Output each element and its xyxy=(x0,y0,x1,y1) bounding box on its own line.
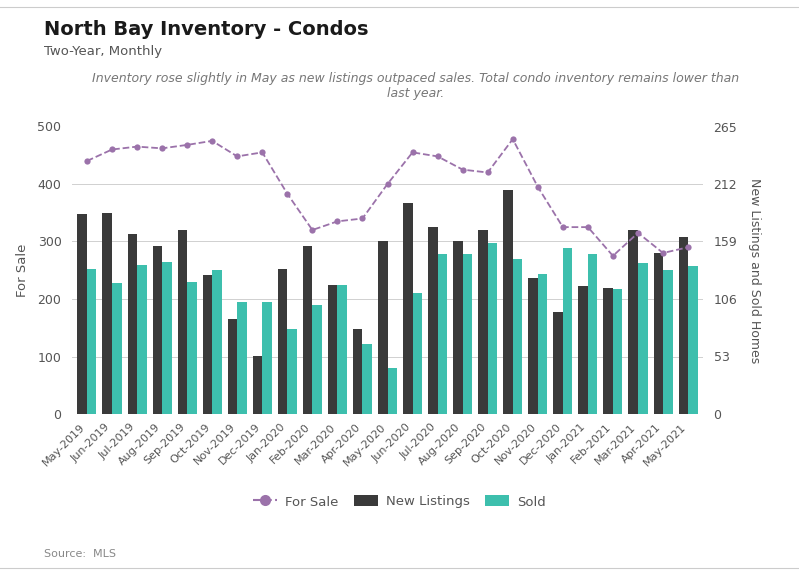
Bar xyxy=(663,270,673,414)
Bar xyxy=(87,269,97,414)
Bar xyxy=(463,254,472,414)
Bar xyxy=(203,275,213,414)
Bar xyxy=(403,203,412,414)
Bar xyxy=(412,293,422,414)
Bar xyxy=(478,230,487,414)
Bar xyxy=(228,319,237,414)
Bar xyxy=(438,254,447,414)
Bar xyxy=(603,288,613,414)
Bar xyxy=(153,246,162,414)
Bar xyxy=(78,214,87,414)
Bar xyxy=(112,283,121,414)
Bar xyxy=(177,230,187,414)
Bar xyxy=(487,243,497,414)
Bar xyxy=(629,230,638,414)
Bar xyxy=(388,368,397,414)
Bar xyxy=(288,329,297,414)
Bar xyxy=(538,274,547,414)
Bar xyxy=(237,302,247,414)
Text: Inventory rose slightly in May as new listings outpaced sales. Total condo inven: Inventory rose slightly in May as new li… xyxy=(92,72,739,100)
Bar xyxy=(428,227,438,414)
Bar xyxy=(638,263,647,414)
Bar xyxy=(128,234,137,414)
Bar xyxy=(688,266,698,414)
Bar xyxy=(303,246,312,414)
Bar xyxy=(513,259,523,414)
Bar xyxy=(278,269,288,414)
Legend: For Sale, New Listings, Sold: For Sale, New Listings, Sold xyxy=(248,490,551,514)
Bar xyxy=(528,278,538,414)
Bar xyxy=(453,242,463,414)
Text: Two-Year, Monthly: Two-Year, Monthly xyxy=(44,45,162,58)
Bar xyxy=(187,282,197,414)
Bar xyxy=(378,242,388,414)
Bar xyxy=(363,344,372,414)
Bar xyxy=(678,237,688,414)
Bar xyxy=(562,248,572,414)
Y-axis label: For Sale: For Sale xyxy=(16,244,29,297)
Bar xyxy=(137,264,146,414)
Text: North Bay Inventory - Condos: North Bay Inventory - Condos xyxy=(44,20,368,39)
Bar xyxy=(162,262,172,414)
Y-axis label: New Listings and Sold Homes: New Listings and Sold Homes xyxy=(749,178,761,363)
Bar xyxy=(554,312,562,414)
Bar xyxy=(213,270,221,414)
Bar xyxy=(613,289,622,414)
Bar xyxy=(503,190,513,414)
Bar xyxy=(262,302,272,414)
Bar xyxy=(252,356,262,414)
Bar xyxy=(328,285,337,414)
Bar xyxy=(353,329,363,414)
Bar xyxy=(312,305,322,414)
Bar xyxy=(102,213,112,414)
Text: Source:  MLS: Source: MLS xyxy=(44,549,116,559)
Bar xyxy=(588,254,598,414)
Bar xyxy=(337,285,347,414)
Bar xyxy=(578,286,588,414)
Bar xyxy=(654,253,663,414)
